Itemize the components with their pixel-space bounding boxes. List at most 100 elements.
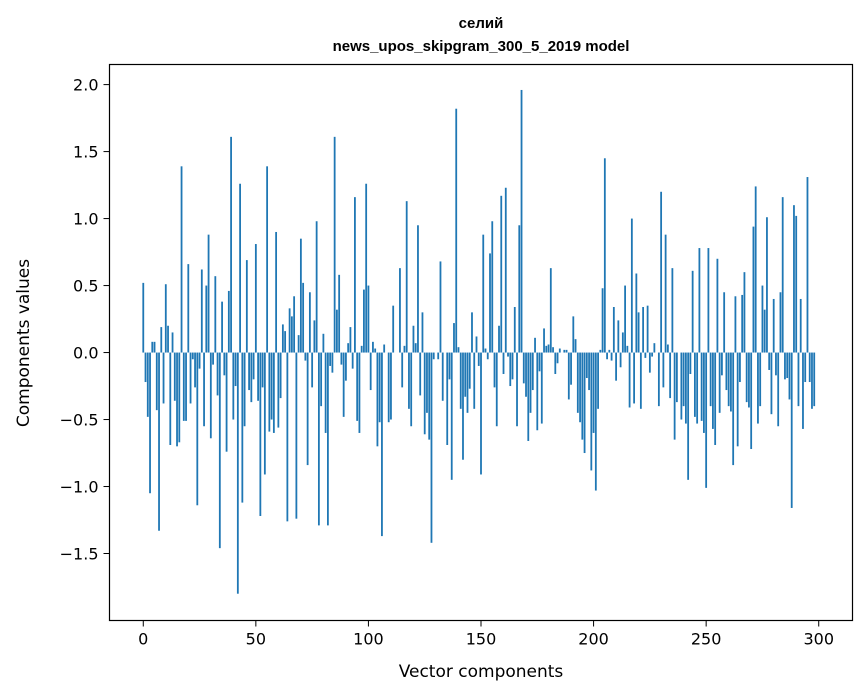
bar: [440, 261, 442, 352]
bar: [559, 349, 561, 353]
bar: [633, 353, 635, 404]
bar: [311, 353, 313, 388]
bar: [268, 353, 270, 432]
bar: [723, 292, 725, 352]
bar: [446, 353, 448, 445]
bar: [608, 350, 610, 353]
bar: [390, 353, 392, 420]
bar: [557, 353, 559, 364]
bar: [327, 353, 329, 526]
bar: [205, 286, 207, 353]
bar: [286, 353, 288, 522]
bar: [624, 286, 626, 353]
bar: [149, 353, 151, 494]
bar: [370, 353, 372, 391]
bar: [732, 353, 734, 466]
bar: [710, 353, 712, 407]
bar: [717, 259, 719, 353]
bar: [635, 274, 637, 353]
bar: [379, 353, 381, 423]
bar: [212, 353, 214, 365]
bar: [485, 349, 487, 353]
bar: [347, 343, 349, 352]
bar: [363, 290, 365, 353]
bar: [548, 345, 550, 353]
bar: [487, 353, 489, 360]
bar: [167, 326, 169, 353]
bar: [329, 353, 331, 366]
bar: [703, 353, 705, 433]
bar: [773, 299, 775, 353]
bar: [671, 268, 673, 352]
bar: [255, 244, 257, 353]
bar: [259, 353, 261, 516]
bar: [757, 353, 759, 424]
bar: [759, 353, 761, 407]
bar: [158, 353, 160, 531]
bar: [750, 353, 752, 449]
bar: [156, 353, 158, 411]
bar: [280, 353, 282, 399]
bar: [417, 225, 419, 352]
bar: [293, 296, 295, 352]
bar: [392, 306, 394, 353]
bar: [291, 316, 293, 352]
bar: [404, 346, 406, 353]
bar: [257, 353, 259, 401]
bar: [676, 353, 678, 403]
bar: [521, 90, 523, 353]
bar: [775, 353, 777, 376]
bar: [595, 353, 597, 491]
bar: [811, 353, 813, 409]
bar: [802, 353, 804, 429]
bar: [746, 353, 748, 403]
bar: [419, 353, 421, 396]
bar: [516, 353, 518, 427]
chart-subtitle: news_upos_skipgram_300_5_2019 model: [333, 38, 630, 55]
bar: [509, 353, 511, 386]
bar: [458, 347, 460, 352]
bar: [341, 353, 343, 365]
bar: [687, 353, 689, 480]
bar: [644, 353, 646, 358]
bar: [163, 353, 165, 404]
bar: [334, 137, 336, 353]
bar: [264, 353, 266, 475]
bar: [545, 346, 547, 353]
bar: [626, 346, 628, 353]
bar: [543, 328, 545, 352]
bar: [368, 286, 370, 353]
bar: [343, 353, 345, 417]
bar: [210, 353, 212, 439]
bar: [424, 353, 426, 435]
bar: [451, 353, 453, 480]
bar: [183, 353, 185, 421]
y-tick-label: 0.0: [73, 344, 98, 363]
bar: [674, 353, 676, 440]
bar: [449, 353, 451, 380]
bar: [415, 343, 417, 352]
bar: [705, 353, 707, 488]
bar: [467, 353, 469, 413]
bar: [460, 353, 462, 409]
bar: [282, 324, 284, 352]
bar: [667, 345, 669, 353]
bar: [345, 353, 347, 381]
x-tick-label: 50: [246, 630, 266, 649]
bar: [228, 291, 230, 353]
bar: [753, 227, 755, 353]
bar: [611, 353, 613, 361]
bar: [712, 353, 714, 429]
bar: [174, 353, 176, 401]
bar: [696, 353, 698, 424]
bar: [651, 353, 653, 357]
bar: [764, 310, 766, 353]
bar: [503, 353, 505, 374]
bar: [680, 353, 682, 420]
bar: [577, 353, 579, 413]
bar: [638, 312, 640, 352]
y-tick-label: −1.0: [60, 478, 99, 497]
bar: [462, 353, 464, 460]
